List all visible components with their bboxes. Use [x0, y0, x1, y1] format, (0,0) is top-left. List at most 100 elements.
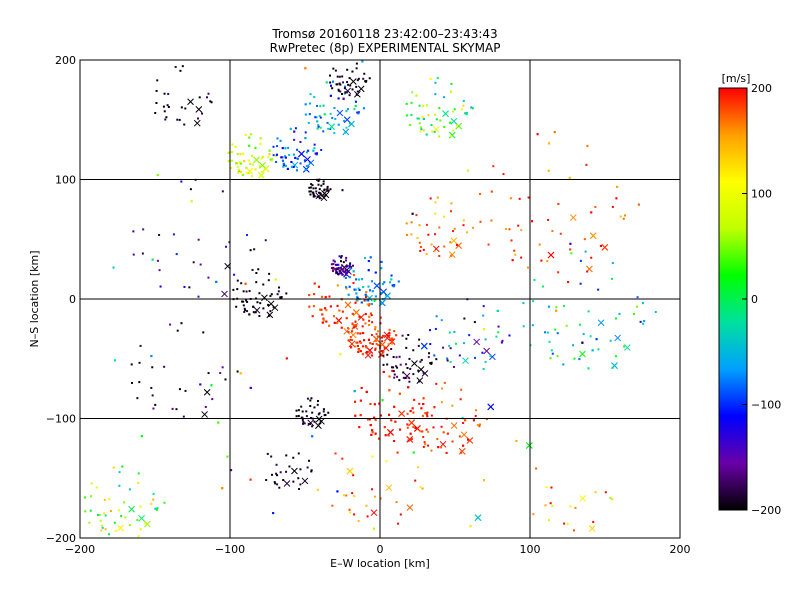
- dot-point: [406, 426, 409, 429]
- dot-point: [365, 291, 368, 294]
- dot-point: [309, 399, 312, 402]
- cross-point: [315, 422, 322, 429]
- dot-point: [385, 294, 388, 297]
- dot-point: [428, 352, 431, 355]
- dot-point: [326, 185, 329, 188]
- dot-point: [490, 219, 493, 222]
- dot-point: [392, 366, 395, 369]
- dot-point: [323, 414, 326, 417]
- dot-point: [357, 77, 360, 80]
- dot-point: [349, 267, 352, 270]
- dot-point: [417, 344, 420, 347]
- cross-point: [373, 335, 380, 343]
- dot-point: [302, 422, 305, 425]
- dot-point: [439, 119, 442, 122]
- dot-point: [449, 347, 452, 350]
- dot-point: [361, 325, 364, 328]
- dot-point: [318, 412, 321, 415]
- dot-point: [429, 77, 432, 80]
- dot-point: [443, 245, 446, 248]
- dot-point: [418, 104, 421, 107]
- dot-point: [430, 123, 433, 126]
- dot-point: [425, 133, 428, 136]
- dot-point: [287, 146, 290, 149]
- dot-point: [478, 423, 481, 426]
- dot-point: [556, 355, 559, 358]
- dot-point: [345, 271, 348, 274]
- dot-point: [180, 322, 183, 325]
- dot-point: [311, 435, 314, 438]
- dot-point: [332, 259, 335, 262]
- dot-point: [368, 315, 371, 318]
- dot-point: [299, 483, 302, 486]
- dot-point: [594, 205, 597, 208]
- dot-point: [369, 424, 372, 427]
- dot-point: [586, 270, 589, 273]
- dot-point: [336, 75, 339, 78]
- dot-point: [101, 526, 104, 529]
- dot-point: [419, 245, 422, 248]
- dot-point: [232, 288, 235, 291]
- dot-point: [408, 357, 411, 360]
- dot-point: [434, 327, 437, 330]
- dot-point: [422, 445, 425, 448]
- dot-point: [479, 220, 482, 223]
- dot-point: [390, 340, 393, 343]
- dot-point: [420, 128, 423, 131]
- dot-point: [312, 187, 315, 190]
- dot-point: [425, 413, 428, 416]
- cross-point: [450, 117, 458, 125]
- dot-point: [328, 295, 331, 298]
- dot-point: [251, 163, 254, 166]
- cross-point: [525, 442, 533, 449]
- dot-point: [211, 398, 214, 401]
- dot-point: [163, 365, 166, 368]
- dot-point: [430, 243, 433, 246]
- dot-point: [365, 390, 368, 393]
- dot-point: [359, 414, 362, 417]
- dot-point: [396, 451, 399, 454]
- cross-point: [298, 150, 305, 158]
- dot-point: [615, 317, 618, 320]
- dot-point: [388, 413, 391, 416]
- dot-point: [438, 135, 441, 138]
- dot-point: [284, 147, 287, 150]
- dot-point: [456, 244, 459, 247]
- dot-point: [299, 162, 302, 165]
- cross-point: [385, 484, 393, 492]
- dot-point: [336, 490, 339, 493]
- dot-point: [412, 451, 415, 454]
- dot-point: [407, 439, 410, 442]
- dot-point: [323, 113, 326, 116]
- dot-point: [340, 255, 343, 258]
- dot-point: [197, 295, 200, 298]
- dot-point: [304, 131, 307, 134]
- dot-point: [440, 446, 443, 449]
- dot-point: [346, 265, 349, 268]
- dot-point: [341, 75, 344, 78]
- dot-point: [201, 112, 204, 115]
- dot-point: [546, 331, 549, 334]
- dot-point: [395, 334, 398, 337]
- dot-point: [460, 388, 463, 391]
- dot-point: [141, 252, 144, 255]
- dot-point: [414, 426, 417, 429]
- dot-point: [398, 355, 401, 358]
- dot-point: [382, 354, 385, 357]
- dot-point: [295, 409, 298, 412]
- dot-point: [368, 304, 371, 307]
- dot-point: [421, 487, 424, 490]
- cross-point: [417, 366, 425, 373]
- dot-point: [309, 93, 312, 96]
- cross-point: [349, 331, 357, 339]
- dot-point: [582, 332, 585, 335]
- dot-point: [358, 278, 361, 281]
- dot-point: [352, 281, 355, 284]
- dot-point: [103, 512, 106, 515]
- dot-point: [188, 286, 191, 289]
- dot-point: [462, 422, 465, 425]
- dot-point: [462, 224, 465, 227]
- dot-point: [418, 338, 421, 341]
- cross-point: [291, 467, 298, 475]
- dot-point: [597, 348, 600, 351]
